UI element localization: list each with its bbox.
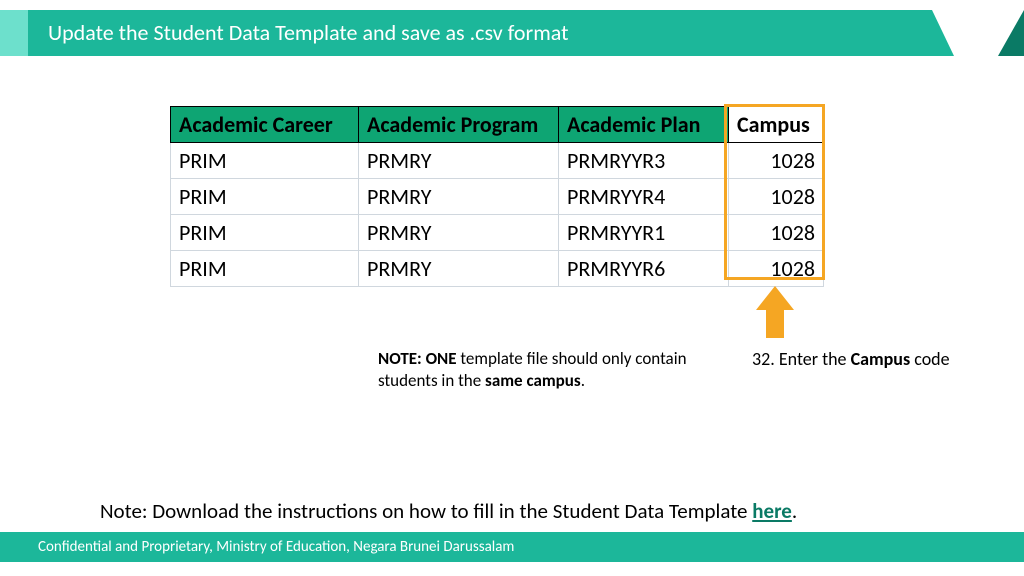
table-row: PRIM PRMRY PRMRYYR1 1028 xyxy=(171,215,824,251)
student-data-table: Academic Career Academic Program Academi… xyxy=(170,106,824,287)
step-suffix: code xyxy=(910,348,949,370)
cell-career: PRIM xyxy=(171,179,359,215)
cell-plan: PRMRYYR4 xyxy=(559,179,729,215)
cell-program: PRMRY xyxy=(359,179,559,215)
footer-text: Confidential and Proprietary, Ministry o… xyxy=(38,538,514,556)
table-row: PRIM PRMRY PRMRYYR4 1028 xyxy=(171,179,824,215)
header-triangle xyxy=(998,10,1024,56)
page-title: Update the Student Data Template and sav… xyxy=(48,10,568,56)
col-header-program: Academic Program xyxy=(359,107,559,143)
cell-campus: 1028 xyxy=(729,251,824,287)
cell-plan: PRMRYYR6 xyxy=(559,251,729,287)
cell-career: PRIM xyxy=(171,251,359,287)
table-header-row: Academic Career Academic Program Academi… xyxy=(171,107,824,143)
note-prefix: NOTE: ONE xyxy=(378,348,457,369)
footer-bar: Confidential and Proprietary, Ministry o… xyxy=(0,532,1024,562)
header-accent-left xyxy=(0,10,28,56)
arrow-up-icon xyxy=(756,286,794,338)
col-header-campus: Campus xyxy=(729,107,824,143)
step-num: 32. Enter the xyxy=(752,348,851,370)
table-row: PRIM PRMRY PRMRYYR3 1028 xyxy=(171,143,824,179)
note-suffix: . xyxy=(581,370,585,391)
step-bold: Campus xyxy=(851,348,911,370)
step-instruction: 32. Enter the Campus code xyxy=(752,348,950,370)
cell-program: PRMRY xyxy=(359,251,559,287)
cell-program: PRMRY xyxy=(359,143,559,179)
cell-career: PRIM xyxy=(171,143,359,179)
bottom-note-suffix: . xyxy=(792,498,797,524)
cell-program: PRMRY xyxy=(359,215,559,251)
col-header-career: Academic Career xyxy=(171,107,359,143)
col-header-plan: Academic Plan xyxy=(559,107,729,143)
download-link[interactable]: here xyxy=(752,498,792,524)
cell-campus: 1028 xyxy=(729,179,824,215)
note-bold2: same campus xyxy=(485,370,581,391)
cell-plan: PRMRYYR3 xyxy=(559,143,729,179)
cell-campus: 1028 xyxy=(729,215,824,251)
bottom-note: Note: Download the instructions on how t… xyxy=(100,498,797,524)
cell-campus: 1028 xyxy=(729,143,824,179)
cell-career: PRIM xyxy=(171,215,359,251)
table-row: PRIM PRMRY PRMRYYR6 1028 xyxy=(171,251,824,287)
cell-plan: PRMRYYR1 xyxy=(559,215,729,251)
note-text: NOTE: ONE template file should only cont… xyxy=(378,348,718,392)
bottom-note-text: Note: Download the instructions on how t… xyxy=(100,498,752,524)
